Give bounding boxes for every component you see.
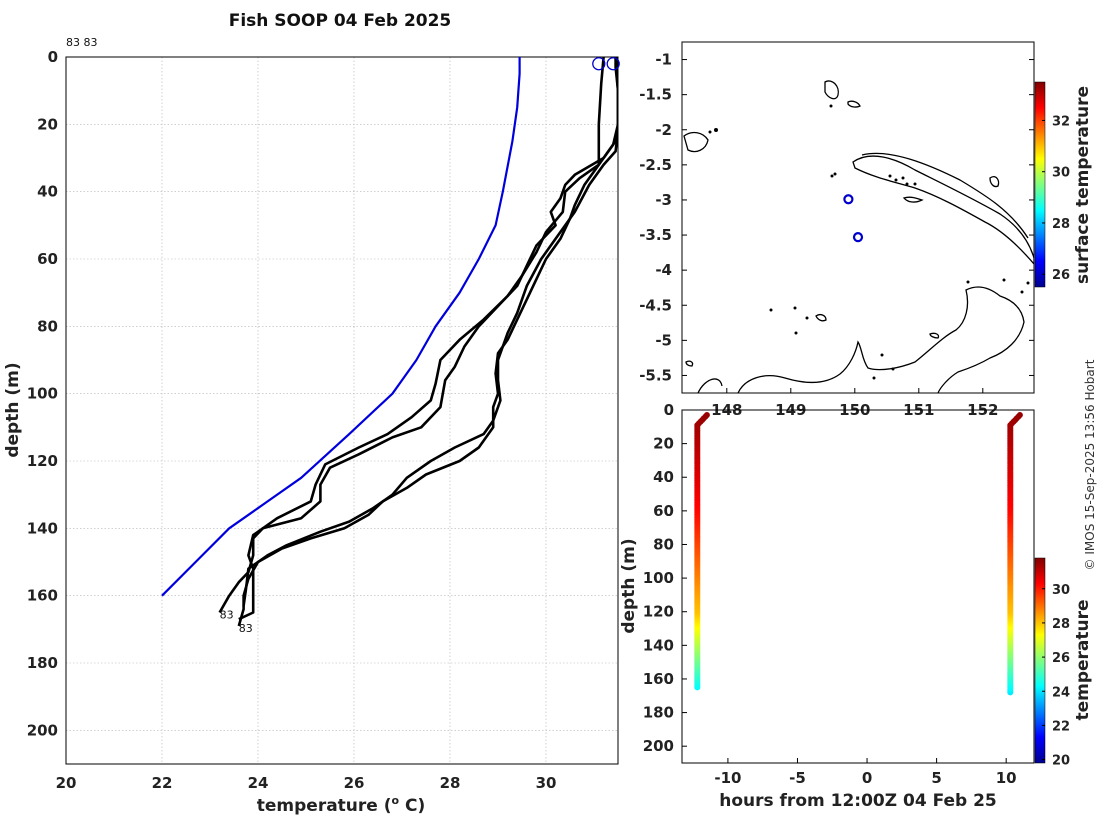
map-y-tick: -4 [655, 261, 672, 279]
map-colorbar-tick: 26 [1052, 268, 1070, 283]
map-y-tick: -2.5 [639, 156, 672, 174]
profile-x-tick: 30 [536, 774, 557, 792]
map-colorbar-tick: 28 [1052, 217, 1070, 232]
timeseries-x-axis-label: hours from 12:00Z 04 Feb 25 [719, 791, 997, 811]
profile-y-tick: 140 [27, 519, 58, 537]
profile-x-axis-label: temperature (o C) [257, 794, 426, 816]
timeseries-colorbar-tick: 28 [1052, 617, 1070, 632]
timeseries-axes-box [681, 409, 1035, 764]
profile-x-tick: 28 [440, 774, 461, 792]
timeseries-x-tick: 10 [996, 769, 1017, 787]
profile-surface-markers [592, 57, 620, 71]
profile-y-axis-label: depth (m) [3, 362, 23, 457]
profile-y-tick: 100 [27, 385, 58, 403]
timeseries-colorbar-tick: 30 [1052, 583, 1070, 598]
map-y-tick: -3.5 [639, 226, 672, 244]
map-y-tick: -1 [655, 51, 672, 69]
profile-x-tick: 26 [344, 774, 365, 792]
profile-end-label: 83 [239, 622, 253, 635]
surface-temperature-colorbar [1034, 81, 1046, 288]
map-y-tick: -5 [655, 331, 672, 349]
timeseries-x-tick: 5 [931, 769, 941, 787]
profile-x-tick: 24 [248, 774, 269, 792]
timeseries-colorbar-tick: 20 [1052, 754, 1070, 769]
profile-line-cast-2 [238, 57, 605, 621]
temperature-colorbar-ticks: 20 22 24 26 28 30 [1042, 583, 1070, 769]
profile-y-tick: 160 [27, 587, 58, 605]
timeseries-y-tick: 80 [653, 535, 674, 553]
map-axes-box [681, 41, 1035, 394]
profile-surface-marker [606, 57, 620, 71]
timeseries-colorbar-tick: 22 [1052, 719, 1070, 734]
timeseries-y-tick: 20 [653, 435, 674, 453]
imos-credit: © IMOS 15-Sep-2025 13:56 Hobart [1083, 359, 1097, 570]
profile-y-tick: 120 [27, 452, 58, 470]
timeseries-casts [694, 412, 1023, 696]
map-cast-marker [852, 232, 864, 243]
profile-axes-box [65, 56, 619, 765]
profile-x-tick: 20 [56, 774, 77, 792]
temperature-colorbar [1034, 557, 1046, 764]
profile-line-cast-1 [218, 57, 618, 614]
coastline-outline [683, 80, 1034, 393]
timeseries-y-tick: 40 [653, 468, 674, 486]
timeseries-y-axis-label: depth (m) [619, 538, 639, 633]
profile-top-label: 83 83 [66, 36, 98, 49]
profile-y-tick: 180 [27, 654, 58, 672]
profile-y-tick: 0 [48, 48, 58, 66]
timeseries-y-tick: 120 [643, 603, 674, 621]
profile-end-label: 83 [220, 609, 234, 622]
timeseries-x-tick: -10 [714, 769, 741, 787]
timeseries-y-tick: 200 [643, 737, 674, 755]
map-cast-marker [843, 194, 854, 205]
map-y-tick: -5.5 [639, 366, 672, 384]
map-y-tick: -1.5 [639, 86, 672, 104]
timeseries-x-tick: 0 [862, 769, 872, 787]
small-islands [708, 104, 1030, 380]
profile-y-tick: 80 [37, 317, 58, 335]
profile-y-tick: 20 [37, 115, 58, 133]
timeseries-x-tick: -5 [789, 769, 806, 787]
map-colorbar-tick: 32 [1052, 114, 1070, 129]
surface-temperature-colorbar-ticks: 26 28 30 32 [1042, 114, 1070, 283]
map-y-tick: -3 [655, 191, 672, 209]
map-colorbar-tick: 30 [1052, 166, 1070, 181]
profile-y-tick: 40 [37, 183, 58, 201]
timeseries-cast-sample [703, 412, 710, 418]
profile-line-cast-4 [242, 57, 618, 606]
map-y-tick: -4.5 [639, 296, 672, 314]
timeseries-y-tick: 60 [653, 502, 674, 520]
profile-tick-labels: 20 22 24 26 28 30 0 20 40 60 80 100 120 140 160 180 200 [27, 48, 557, 792]
timeseries-y-tick: 0 [664, 401, 674, 419]
profile-surface-marker [592, 57, 606, 71]
timeseries-y-tick: 180 [643, 704, 674, 722]
profile-series [161, 57, 618, 627]
surface-temperature-colorbar-label: surface temperature [1073, 86, 1093, 284]
profile-end-labels: 83 83 [220, 609, 253, 635]
timeseries-colorbar-tick: 26 [1052, 651, 1070, 666]
profile-y-tick: 200 [27, 721, 58, 739]
timeseries-y-tick: 140 [643, 636, 674, 654]
timeseries-colorbar-tick: 24 [1052, 685, 1070, 700]
timeseries-cast-sample [1016, 412, 1023, 418]
profile-x-tick: 22 [152, 774, 173, 792]
timeseries-tick-labels: 0 20 40 60 80 100 120 140 160 180 200 -10 -5 0 5 10 [643, 401, 1017, 787]
temperature-colorbar-label: temperature [1073, 599, 1093, 720]
map-cast-locations [843, 194, 864, 243]
profile-line-climatology [161, 57, 521, 597]
timeseries-y-tick: 160 [643, 670, 674, 688]
profile-grid [65, 56, 618, 764]
timeseries-y-tick: 100 [643, 569, 674, 587]
map-y-tick: -2 [655, 121, 672, 139]
profile-title: Fish SOOP 04 Feb 2025 [229, 11, 452, 31]
profile-y-tick: 60 [37, 250, 58, 268]
profile-line-cast-3 [237, 57, 618, 627]
